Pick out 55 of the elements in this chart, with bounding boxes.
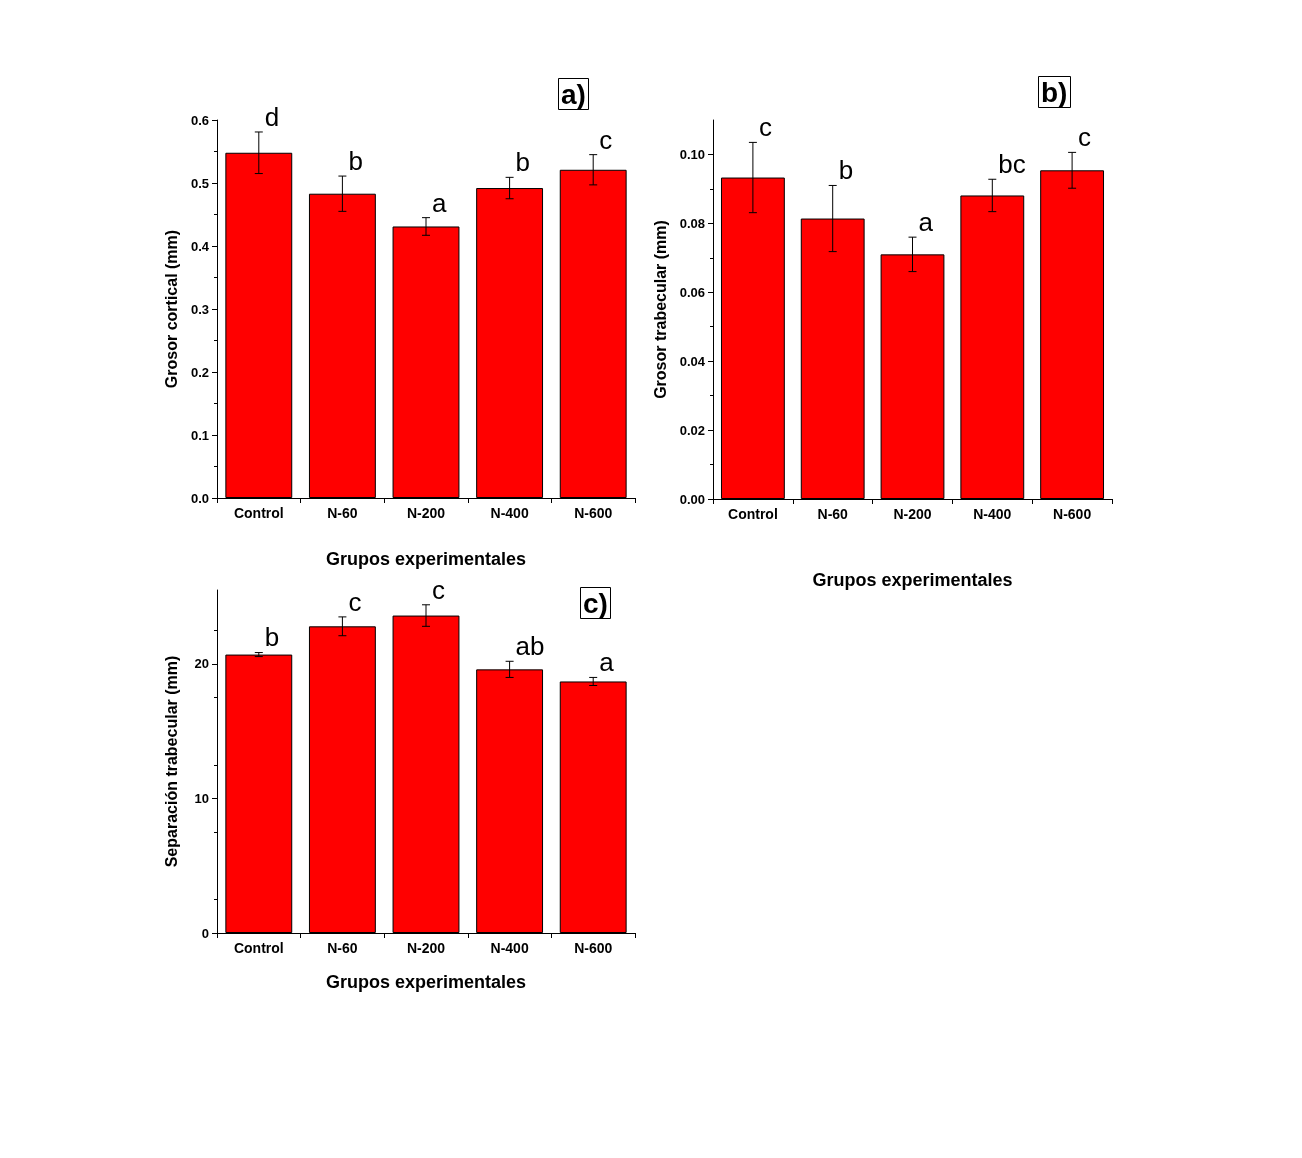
x-tick-label: N-400 xyxy=(973,506,1012,522)
y-tick-label: 0.3 xyxy=(190,301,209,317)
x-tick-label: N-600 xyxy=(1053,506,1092,522)
chart-title: b) xyxy=(1041,76,1068,108)
x-tick-label: Control xyxy=(728,506,778,522)
y-tick-label: 0.00 xyxy=(679,491,705,507)
annotation: c xyxy=(1078,122,1092,153)
x-tick-label: Control xyxy=(233,505,284,521)
y-tick-label: 0.1 xyxy=(190,427,209,443)
chart-title: c) xyxy=(583,587,608,619)
y-tick-label: 0.08 xyxy=(679,215,705,231)
annotation: b xyxy=(838,155,854,186)
x-tick-label: N-200 xyxy=(406,940,446,956)
annotation: c xyxy=(599,124,613,155)
y-axis-title: Grosor trabecular (mm) xyxy=(652,220,670,399)
y-tick-label: 0 xyxy=(201,925,209,941)
annotation: d xyxy=(264,101,280,132)
annotation: a xyxy=(918,207,934,238)
annotation: c xyxy=(758,112,772,143)
x-tick-label: Control xyxy=(233,940,284,956)
y-tick-label: 20 xyxy=(194,656,209,672)
annotation: a xyxy=(599,647,615,678)
x-axis-title: Grupos experimentales xyxy=(325,549,527,569)
annotation: b xyxy=(264,621,280,652)
x-tick-label: N-600 xyxy=(574,940,613,956)
chart-title: a) xyxy=(561,78,586,110)
x-axis-title: Grupos experimentales xyxy=(325,972,527,992)
x-axis-title: Grupos experimentales xyxy=(812,570,1013,590)
annotation: c xyxy=(348,586,362,617)
x-tick-label: N-600 xyxy=(574,505,613,521)
x-tick-label: N-200 xyxy=(406,505,446,521)
y-axis-title: Grosor cortical (mm) xyxy=(162,229,180,389)
y-tick-label: 0.04 xyxy=(679,353,706,369)
annotation: bc xyxy=(998,149,1026,180)
x-tick-label: N-200 xyxy=(893,506,932,522)
annotation: b xyxy=(515,147,531,178)
y-tick-label: 0.0 xyxy=(190,490,209,506)
annotation: b xyxy=(348,146,363,177)
x-tick-label: N-60 xyxy=(327,505,358,521)
y-tick-label: 0.4 xyxy=(190,238,210,254)
x-tick-label: N-60 xyxy=(327,940,358,956)
y-tick-label: 0.6 xyxy=(190,112,209,128)
y-tick-label: 0.02 xyxy=(679,422,705,438)
y-tick-label: 0.2 xyxy=(190,364,209,380)
y-tick-label: 0.5 xyxy=(190,175,209,191)
x-tick-label: N-60 xyxy=(817,506,849,522)
x-tick-label: N-400 xyxy=(490,940,529,956)
y-tick-label: 0.06 xyxy=(679,284,705,300)
x-tick-label: N-400 xyxy=(490,505,529,521)
annotation: c xyxy=(432,574,445,605)
y-axis-title: Separación trabecular (mm) xyxy=(162,655,180,868)
y-tick-label: 0.10 xyxy=(679,146,705,162)
annotation: ab xyxy=(515,631,545,662)
y-tick-label: 10 xyxy=(194,790,209,806)
annotation: a xyxy=(432,187,447,218)
